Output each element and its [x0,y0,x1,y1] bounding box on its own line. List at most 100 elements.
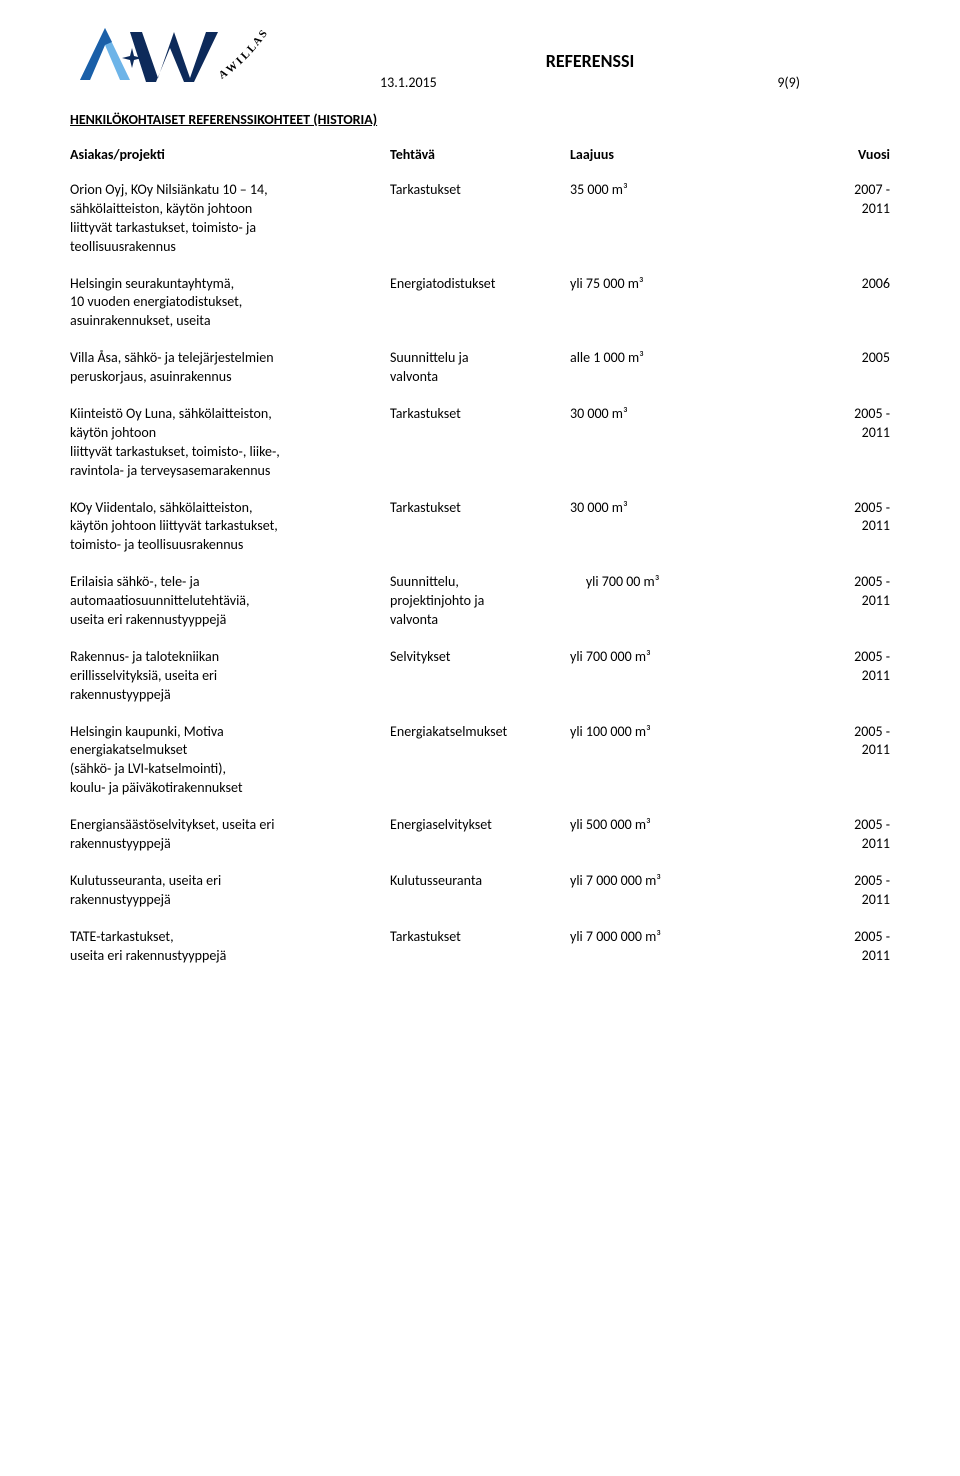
client-line: peruskorjaus, asuinrakennus [70,368,380,387]
task-cell: Suunnittelu,projektinjohto javalvonta [390,573,570,630]
year-line: 2011 [760,741,890,760]
client-line: Energiansäästöselvitykset, useita eri [70,816,380,835]
doc-title: REFERENSSI [290,50,890,72]
year-line: 2011 [760,200,890,219]
client-line: (sähkö- ja LVI-katselmointi), [70,760,380,779]
year-cell: 2005 -2011 [760,816,890,854]
extent-cell: yli 500 000 m³ [570,816,760,854]
task-cell: Energiaselvitykset [390,816,570,854]
section-title: HENKILÖKOHTAISET REFERENSSIKOHTEET (HIST… [70,111,890,128]
task-cell: Suunnittelu javalvonta [390,349,570,387]
client-line: rakennustyyppejä [70,686,380,705]
client-line: rakennustyyppejä [70,891,380,910]
task-cell: Kulutusseuranta [390,872,570,910]
year-cell: 2005 -2011 [760,723,890,799]
client-line: automaatiosuunnittelutehtäviä, [70,592,380,611]
year-cell: 2007 -2011 [760,181,890,257]
year-cell: 2005 -2011 [760,405,890,481]
year-line: 2005 - [760,648,890,667]
client-line: KOy Viidentalo, sähkölaitteiston, [70,499,380,518]
year-line: 2011 [760,667,890,686]
client-line: 10 vuoden energiatodistukset, [70,293,380,312]
table-row: Helsingin seurakuntayhtymä,10 vuoden ene… [70,275,890,332]
client-line: asuinrakennukset, useita [70,312,380,331]
client-line: Helsingin seurakuntayhtymä, [70,275,380,294]
client-cell: Energiansäästöselvitykset, useita erirak… [70,816,390,854]
client-line: Helsingin kaupunki, Motiva [70,723,380,742]
year-line: 2011 [760,947,890,966]
year-line: 2005 - [760,872,890,891]
year-cell: 2005 -2011 [760,499,890,556]
client-line: Orion Oyj, KOy Nilsiänkatu 10 – 14, [70,181,380,200]
client-line: käytön johtoon liittyvät tarkastukset, [70,517,380,536]
column-headers: Asiakas/projekti Tehtävä Laajuus Vuosi [70,146,890,163]
table-row: TATE-tarkastukset,useita eri rakennustyy… [70,928,890,966]
year-cell: 2005 -2011 [760,928,890,966]
task-line: projektinjohto ja [390,592,570,611]
entries-list: Orion Oyj, KOy Nilsiänkatu 10 – 14,sähkö… [70,181,890,966]
title-block: REFERENSSI 13.1.2015 9(9) [290,20,890,91]
task-line: Tarkastukset [390,499,570,518]
year-line: 2005 - [760,405,890,424]
year-cell: 2006 [760,275,890,332]
svg-text:A W I L L A S: A W I L L A S [217,28,270,82]
company-logo: A W I L L A S [70,20,290,90]
page-header: A W I L L A S REFERENSSI 13.1.2015 9(9) [70,20,890,91]
client-cell: Kiinteistö Oy Luna, sähkölaitteiston,käy… [70,405,390,481]
task-line: Energiatodistukset [390,275,570,294]
table-row: Villa Åsa, sähkö- ja telejärjestelmienpe… [70,349,890,387]
col-header-year: Vuosi [760,146,890,163]
extent-cell: 30 000 m³ [570,499,760,556]
client-line: liittyvät tarkastukset, toimisto-, liike… [70,443,380,462]
year-line: 2006 [760,275,890,294]
table-row: Erilaisia sähkö-, tele- jaautomaatiosuun… [70,573,890,630]
year-line: 2005 [760,349,890,368]
year-line: 2005 - [760,573,890,592]
year-line: 2007 - [760,181,890,200]
year-cell: 2005 [760,349,890,387]
year-line: 2011 [760,517,890,536]
table-row: Rakennus- ja talotekniikanerillisselvity… [70,648,890,705]
task-cell: Tarkastukset [390,405,570,481]
task-line: Energiakatselmukset [390,723,570,742]
extent-cell: yli 75 000 m³ [570,275,760,332]
year-cell: 2005 -2011 [760,573,890,630]
table-row: Kiinteistö Oy Luna, sähkölaitteiston,käy… [70,405,890,481]
extent-cell: yli 100 000 m³ [570,723,760,799]
client-cell: Rakennus- ja talotekniikanerillisselvity… [70,648,390,705]
task-cell: Tarkastukset [390,181,570,257]
task-cell: Selvitykset [390,648,570,705]
client-line: Kiinteistö Oy Luna, sähkölaitteiston, [70,405,380,424]
task-line: valvonta [390,368,570,387]
extent-cell: alle 1 000 m³ [570,349,760,387]
client-line: käytön johtoon [70,424,380,443]
date-page-row: 13.1.2015 9(9) [380,74,800,91]
extent-cell: yli 700 00 m³ [570,573,760,630]
client-line: useita eri rakennustyyppejä [70,947,380,966]
table-row: Helsingin kaupunki, Motivaenergiakatselm… [70,723,890,799]
table-row: Energiansäästöselvitykset, useita erirak… [70,816,890,854]
client-line: erillisselvityksiä, useita eri [70,667,380,686]
client-line: liittyvät tarkastukset, toimisto- ja [70,219,380,238]
logo-svg: A W I L L A S [70,20,290,90]
task-line: valvonta [390,611,570,630]
doc-date: 13.1.2015 [380,74,437,91]
client-line: rakennustyyppejä [70,835,380,854]
task-line: Energiaselvitykset [390,816,570,835]
year-line: 2005 - [760,499,890,518]
client-cell: KOy Viidentalo, sähkölaitteiston,käytön … [70,499,390,556]
task-line: Tarkastukset [390,181,570,200]
col-header-task: Tehtävä [390,146,570,163]
client-line: Villa Åsa, sähkö- ja telejärjestelmien [70,349,380,368]
client-line: koulu- ja päiväkotirakennukset [70,779,380,798]
client-cell: Erilaisia sähkö-, tele- jaautomaatiosuun… [70,573,390,630]
client-cell: Kulutusseuranta, useita erirakennustyypp… [70,872,390,910]
year-line: 2005 - [760,723,890,742]
client-line: Kulutusseuranta, useita eri [70,872,380,891]
table-row: Kulutusseuranta, useita erirakennustyypp… [70,872,890,910]
client-line: TATE-tarkastukset, [70,928,380,947]
table-row: KOy Viidentalo, sähkölaitteiston,käytön … [70,499,890,556]
task-line: Suunnittelu, [390,573,570,592]
client-cell: Villa Åsa, sähkö- ja telejärjestelmienpe… [70,349,390,387]
client-line: Erilaisia sähkö-, tele- ja [70,573,380,592]
